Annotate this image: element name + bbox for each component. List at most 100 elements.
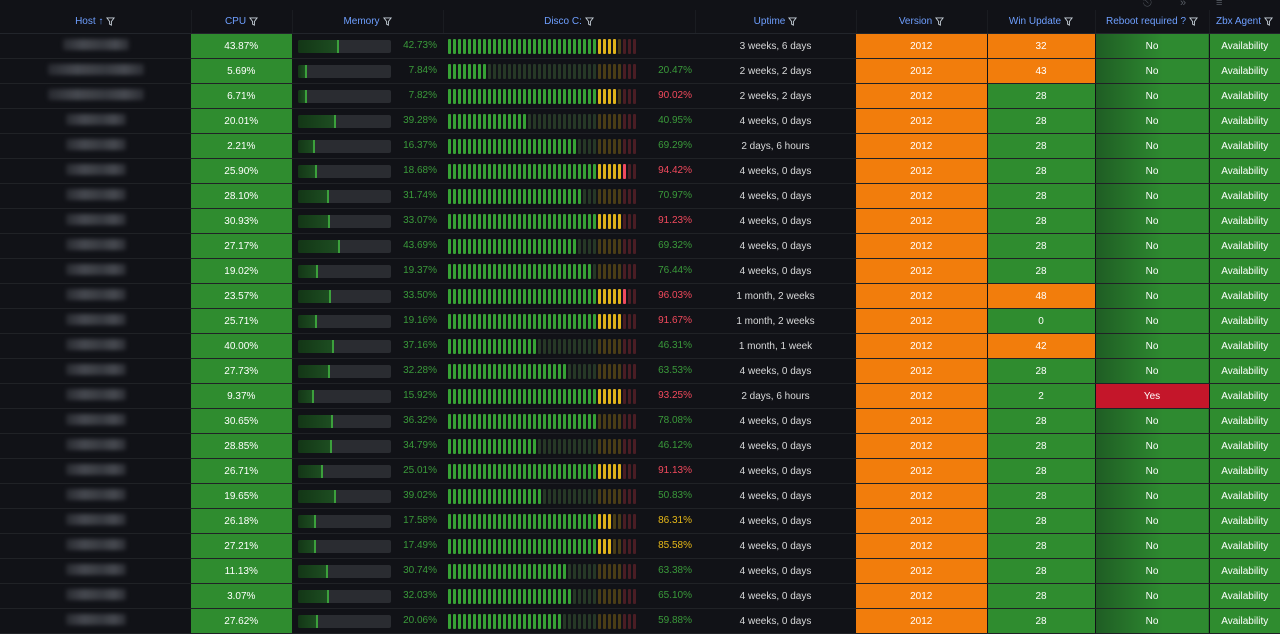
host-cell[interactable] — [0, 358, 191, 384]
host-cell[interactable] — [0, 158, 191, 184]
host-cell[interactable] — [0, 183, 191, 209]
host-cell[interactable] — [0, 33, 191, 59]
host-cell[interactable] — [0, 233, 191, 259]
host-cell[interactable] — [0, 208, 191, 234]
filter-icon[interactable] — [1064, 17, 1074, 26]
disk-gauge-segment — [633, 139, 636, 154]
filter-icon[interactable] — [249, 17, 259, 26]
disk-gauge-segment — [613, 439, 616, 454]
disk-gauge-segment — [493, 114, 496, 129]
share-icon[interactable]: ⎋ — [1143, 0, 1152, 9]
host-cell[interactable] — [0, 458, 191, 484]
disk-gauge-segment — [563, 189, 566, 204]
column-header-memory[interactable]: Memory — [292, 10, 444, 34]
disk-gauge-segment — [558, 114, 561, 129]
host-cell[interactable] — [0, 508, 191, 534]
disk-gauge-segment — [503, 614, 506, 629]
disk-gauge-segment — [568, 389, 571, 404]
disk-gauge-segment — [463, 239, 466, 254]
disk-gauge-segment — [623, 564, 626, 579]
table-row[interactable]: 19.02% 19.37% 76.44% 4 weeks, 0 days 2012 28 N… — [0, 258, 1280, 284]
table-row[interactable]: 30.65% 36.32% 78.08% 4 weeks, 0 days 2012 28 N… — [0, 408, 1280, 434]
filter-icon[interactable] — [935, 17, 945, 26]
table-row[interactable]: 28.85% 34.79% 46.12% 4 weeks, 0 days 2012 28 N… — [0, 433, 1280, 459]
disk-gauge-segment — [468, 364, 471, 379]
host-cell[interactable] — [0, 108, 191, 134]
disk-gauge — [448, 214, 636, 229]
table-row[interactable]: 5.69% 7.84% 20.47% 2 weeks, 2 days 2012 43 No A… — [0, 58, 1280, 84]
host-cell[interactable] — [0, 283, 191, 309]
column-header-host[interactable]: Host ↑ — [0, 10, 192, 34]
host-cell[interactable] — [0, 558, 191, 584]
filter-icon[interactable] — [584, 17, 594, 26]
table-row[interactable]: 26.71% 25.01% 91.13% 4 weeks, 0 days 2012 28 N… — [0, 458, 1280, 484]
table-row[interactable]: 26.18% 17.58% 86.31% 4 weeks, 0 days 2012 28 N… — [0, 508, 1280, 534]
host-cell[interactable] — [0, 258, 191, 284]
host-cell[interactable] — [0, 408, 191, 434]
host-cell[interactable] — [0, 583, 191, 609]
cpu-cell: 3.07% — [191, 583, 293, 609]
host-cell[interactable] — [0, 133, 191, 159]
disk-gauge-segment — [608, 364, 611, 379]
table-row[interactable]: 27.17% 43.69% 69.32% 4 weeks, 0 days 2012 28 N… — [0, 233, 1280, 259]
column-header-disk[interactable]: Disco C: — [443, 10, 696, 34]
sort-asc-icon[interactable]: ↑ — [98, 16, 104, 27]
disk-gauge-segment — [633, 339, 636, 354]
memory-gauge — [297, 265, 391, 278]
column-header-win-update[interactable]: Win Update — [987, 10, 1096, 34]
host-cell[interactable] — [0, 83, 191, 109]
host-cell[interactable] — [0, 608, 191, 634]
table-row[interactable]: 27.21% 17.49% 85.58% 4 weeks, 0 days 2012 28 N… — [0, 533, 1280, 559]
table-row[interactable]: 43.87% 42.73% 3 weeks, 6 days 2012 32 No Avail… — [0, 33, 1280, 59]
table-row[interactable]: 3.07% 32.03% 65.10% 4 weeks, 0 days 2012 28 No… — [0, 583, 1280, 609]
disk-gauge-segment — [463, 364, 466, 379]
memory-cell: 43.69% — [292, 233, 443, 259]
table-row[interactable]: 25.90% 18.68% 94.42% 4 weeks, 0 days 2012 28 N… — [0, 158, 1280, 184]
memory-gauge-fill — [297, 290, 331, 303]
table-row[interactable]: 9.37% 15.92% 93.25% 2 days, 6 hours 2012 2 Yes… — [0, 383, 1280, 409]
disk-gauge-segment — [573, 464, 576, 479]
host-cell[interactable] — [0, 433, 191, 459]
table-row[interactable]: 40.00% 37.16% 46.31% 1 month, 1 week 2012 42 N… — [0, 333, 1280, 359]
column-header-uptime[interactable]: Uptime — [695, 10, 857, 34]
disk-gauge-segment — [458, 364, 461, 379]
host-cell[interactable] — [0, 383, 191, 409]
disk-gauge-segment — [468, 564, 471, 579]
memory-value: 32.28% — [403, 365, 437, 376]
table-row[interactable]: 20.01% 39.28% 40.95% 4 weeks, 0 days 2012 28 N… — [0, 108, 1280, 134]
table-row[interactable]: 25.71% 19.16% 91.67% 1 month, 2 weeks 2012 0 N… — [0, 308, 1280, 334]
table-row[interactable]: 2.21% 16.37% 69.29% 2 days, 6 hours 2012 28 No… — [0, 133, 1280, 159]
filter-icon[interactable] — [1264, 17, 1274, 26]
filter-icon[interactable] — [106, 17, 116, 26]
disk-gauge-segment — [518, 514, 521, 529]
table-row[interactable]: 6.71% 7.82% 90.02% 2 weeks, 2 days 2012 28 No A… — [0, 83, 1280, 109]
filter-icon[interactable] — [788, 17, 798, 26]
cpu-cell: 9.37% — [191, 383, 293, 409]
column-header-reboot[interactable]: Reboot required ? — [1095, 10, 1210, 34]
host-cell[interactable] — [0, 533, 191, 559]
table-row[interactable]: 19.65% 39.02% 50.83% 4 weeks, 0 days 2012 28 N… — [0, 483, 1280, 509]
host-cell[interactable] — [0, 58, 191, 84]
column-header-version[interactable]: Version — [856, 10, 988, 34]
filter-icon[interactable] — [382, 17, 392, 26]
table-row[interactable]: 23.57% 33.50% 96.03% 1 month, 2 weeks 2012 48… — [0, 283, 1280, 309]
win-update-cell: 28 — [987, 208, 1096, 234]
disk-gauge-segment — [553, 214, 556, 229]
menu-icon[interactable]: ≡ — [1216, 0, 1223, 9]
filter-icon[interactable] — [1189, 17, 1199, 26]
disk-gauge-segment — [568, 39, 571, 54]
disk-gauge-segment — [578, 564, 581, 579]
table-row[interactable]: 27.73% 32.28% 63.53% 4 weeks, 0 days 2012 28 N… — [0, 358, 1280, 384]
table-row[interactable]: 30.93% 33.07% 91.23% 4 weeks, 0 days 2012 28 N… — [0, 208, 1280, 234]
disk-gauge-segment — [473, 64, 476, 79]
column-header-agent[interactable]: Zbx Agent — [1209, 10, 1280, 34]
table-row[interactable]: 11.13% 30.74% 63.38% 4 weeks, 0 days 2012 28 N… — [0, 558, 1280, 584]
host-cell[interactable] — [0, 333, 191, 359]
host-cell[interactable] — [0, 308, 191, 334]
table-row[interactable]: 27.62% 20.06% 59.88% 4 weeks, 0 days 2012 28 N… — [0, 608, 1280, 634]
collapse-icon[interactable]: » — [1180, 0, 1187, 9]
column-header-cpu[interactable]: CPU — [191, 10, 293, 34]
table-row[interactable]: 28.10% 31.74% 70.97% 4 weeks, 0 days 2012 28 N… — [0, 183, 1280, 209]
disk-gauge-segment — [533, 139, 536, 154]
host-cell[interactable] — [0, 483, 191, 509]
